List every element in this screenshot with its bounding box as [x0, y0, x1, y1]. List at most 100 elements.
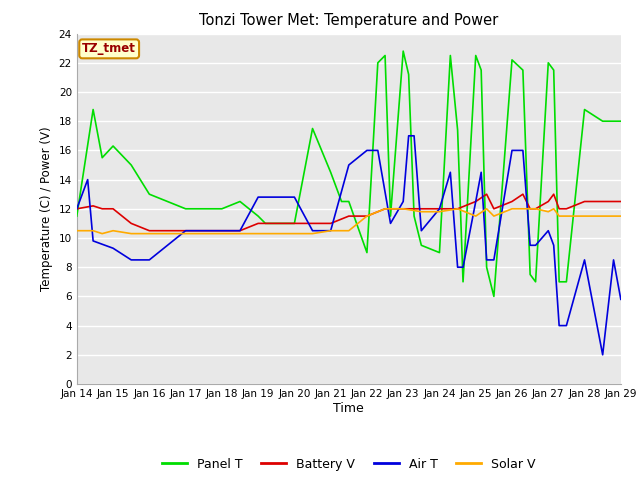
- Panel T: [410, 213, 418, 219]
- Air T: [218, 228, 226, 234]
- Air T: [447, 169, 454, 175]
- Panel T: [262, 220, 269, 226]
- Air T: [519, 147, 527, 153]
- Battery V: [490, 206, 498, 212]
- Legend: Panel T, Battery V, Air T, Solar V: Panel T, Battery V, Air T, Solar V: [157, 453, 541, 476]
- Solar V: [556, 213, 563, 219]
- Panel T: [460, 279, 467, 285]
- Solar V: [291, 231, 298, 237]
- Battery V: [273, 220, 280, 226]
- Panel T: [254, 213, 262, 219]
- Battery V: [417, 206, 425, 212]
- Solar V: [519, 206, 527, 212]
- Air T: [556, 323, 563, 328]
- Solar V: [127, 231, 135, 237]
- Panel T: [436, 250, 444, 255]
- Panel T: [182, 206, 189, 212]
- Panel T: [308, 126, 316, 132]
- Panel T: [550, 67, 557, 73]
- Battery V: [90, 203, 97, 209]
- Panel T: [472, 53, 479, 59]
- Battery V: [109, 206, 117, 212]
- Panel T: [218, 206, 226, 212]
- Air T: [182, 228, 189, 234]
- Battery V: [526, 206, 534, 212]
- Air T: [508, 147, 516, 153]
- Solar V: [599, 213, 607, 219]
- Panel T: [236, 199, 244, 204]
- Air T: [236, 228, 244, 234]
- Panel T: [73, 213, 81, 219]
- Solar V: [90, 228, 97, 234]
- Air T: [550, 242, 557, 248]
- Solar V: [617, 213, 625, 219]
- Solar V: [200, 231, 207, 237]
- Panel T: [345, 199, 353, 204]
- Solar V: [381, 206, 389, 212]
- Air T: [490, 257, 498, 263]
- Battery V: [218, 228, 226, 234]
- Battery V: [550, 192, 557, 197]
- Y-axis label: Temperature (C) / Power (V): Temperature (C) / Power (V): [40, 127, 53, 291]
- Battery V: [308, 220, 316, 226]
- Battery V: [182, 228, 189, 234]
- Solar V: [490, 213, 498, 219]
- Battery V: [145, 228, 153, 234]
- Panel T: [387, 213, 394, 219]
- Solar V: [109, 228, 117, 234]
- Panel T: [284, 220, 291, 226]
- Panel T: [526, 272, 534, 277]
- Panel T: [580, 107, 588, 112]
- Air T: [164, 242, 172, 248]
- Solar V: [145, 231, 153, 237]
- Panel T: [532, 279, 540, 285]
- Line: Air T: Air T: [77, 136, 621, 355]
- Air T: [291, 194, 298, 200]
- Battery V: [532, 206, 540, 212]
- Line: Battery V: Battery V: [77, 194, 621, 231]
- Air T: [90, 238, 97, 244]
- Battery V: [327, 220, 335, 226]
- Solar V: [399, 206, 407, 212]
- Solar V: [563, 213, 570, 219]
- Panel T: [490, 293, 498, 300]
- Panel T: [280, 220, 287, 226]
- Panel T: [399, 48, 407, 54]
- Air T: [374, 147, 381, 153]
- Air T: [599, 352, 607, 358]
- Battery V: [381, 206, 389, 212]
- Solar V: [472, 213, 479, 219]
- Air T: [387, 220, 394, 226]
- Solar V: [254, 231, 262, 237]
- Air T: [308, 228, 316, 234]
- Battery V: [472, 199, 479, 204]
- Battery V: [508, 199, 516, 204]
- Panel T: [417, 242, 425, 248]
- Battery V: [363, 213, 371, 219]
- Panel T: [447, 53, 454, 59]
- Air T: [580, 257, 588, 263]
- Air T: [84, 177, 92, 182]
- Battery V: [127, 220, 135, 226]
- Air T: [254, 194, 262, 200]
- Air T: [617, 297, 625, 302]
- Panel T: [563, 279, 570, 285]
- Battery V: [291, 220, 298, 226]
- Battery V: [599, 199, 607, 204]
- Solar V: [363, 213, 371, 219]
- Battery V: [345, 213, 353, 219]
- Battery V: [483, 192, 490, 197]
- Air T: [327, 228, 335, 234]
- Panel T: [90, 107, 97, 112]
- Battery V: [254, 220, 262, 226]
- X-axis label: Time: Time: [333, 402, 364, 415]
- Air T: [477, 169, 485, 175]
- Solar V: [327, 228, 335, 234]
- Panel T: [145, 192, 153, 197]
- Solar V: [218, 231, 226, 237]
- Panel T: [164, 199, 172, 204]
- Solar V: [580, 213, 588, 219]
- Air T: [73, 206, 81, 212]
- Panel T: [454, 127, 461, 133]
- Text: TZ_tmet: TZ_tmet: [82, 42, 136, 55]
